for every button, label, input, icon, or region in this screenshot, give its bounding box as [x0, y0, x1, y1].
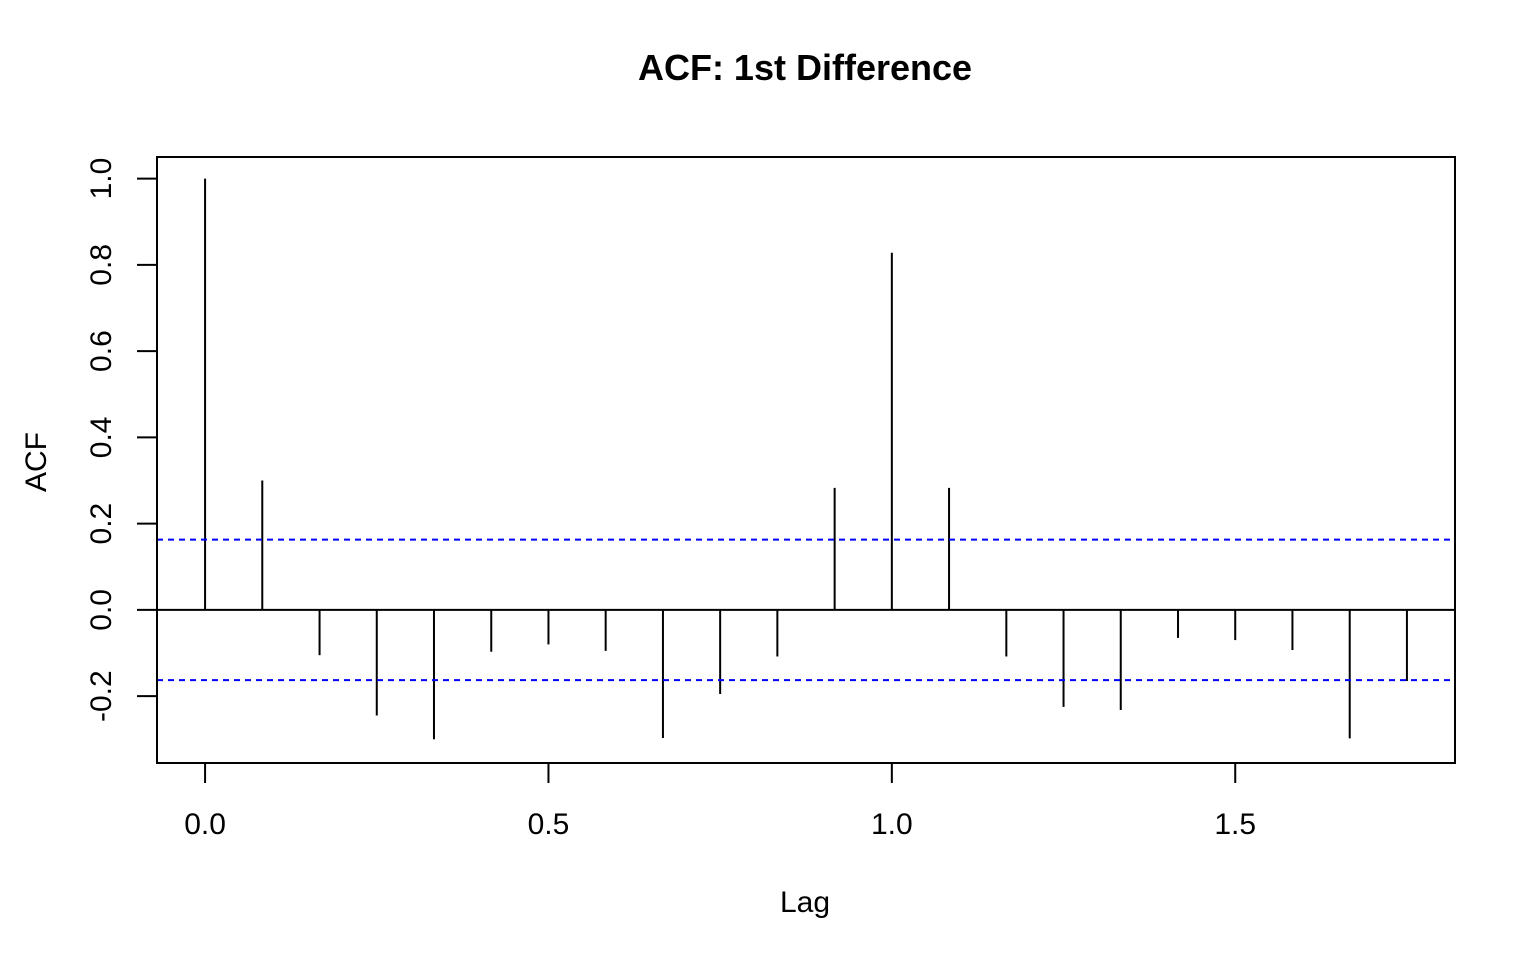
x-tick-label: 1.0: [871, 808, 913, 841]
y-axis: -0.2 0.0 0.2 0.4 0.6 0.8 1.0: [85, 158, 158, 722]
acf-bars: [204, 178, 1408, 740]
y-tick-label: -0.2: [85, 670, 118, 722]
y-axis-label: ACF: [20, 432, 53, 492]
y-tick-label: 0.8: [85, 244, 118, 286]
y-tick-label: 0.2: [85, 503, 118, 545]
y-tick-label: 0.4: [85, 416, 118, 458]
x-tick-label: 1.5: [1214, 808, 1256, 841]
y-tick-label: 0.6: [85, 330, 118, 372]
plot-box: [156, 156, 1456, 764]
x-tick-label: 0.5: [528, 808, 570, 841]
x-tick-label: 0.0: [184, 808, 226, 841]
reference-lines: [157, 538, 1455, 682]
x-axis-label: Lag: [780, 886, 830, 919]
chart-title: ACF: 1st Difference: [638, 47, 972, 88]
x-axis: 0.0 0.5 1.0 1.5: [184, 762, 1256, 841]
y-tick-label: 1.0: [85, 158, 118, 200]
y-tick-label: 0.0: [85, 589, 118, 631]
